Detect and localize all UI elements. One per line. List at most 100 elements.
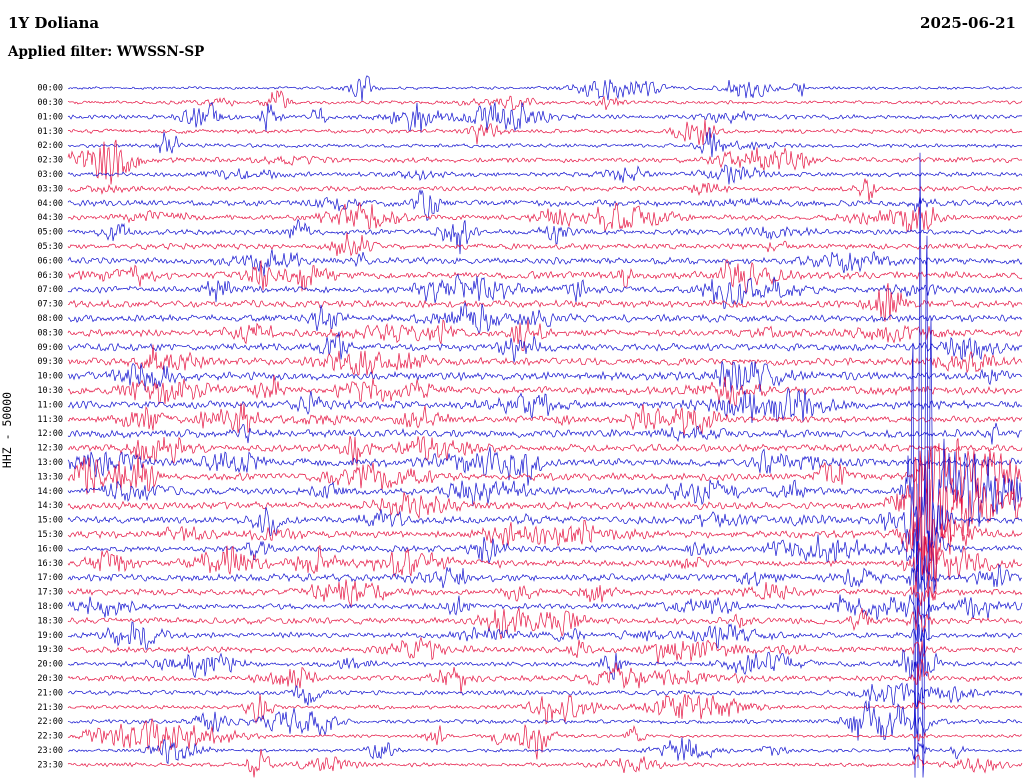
time-tick-label: 14:00 (37, 487, 63, 497)
station-title: 1Y Doliana (8, 14, 100, 32)
time-tick-label: 05:00 (37, 228, 63, 238)
time-tick-label: 23:00 (37, 746, 63, 756)
trace-row-2300 (67, 737, 1023, 765)
trace-row-1300 (67, 446, 1023, 486)
filter-label: Applied filter: WWSSN-SP (8, 44, 205, 60)
time-tick-label: 03:30 (37, 184, 63, 194)
time-tick-label: 13:30 (37, 472, 63, 482)
trace-row-1800 (67, 594, 1023, 624)
time-tick-label: 15:30 (37, 530, 63, 540)
trace-row-1500 (67, 462, 1023, 562)
time-tick-label: 10:30 (37, 386, 63, 396)
trace-row-1700 (67, 563, 1023, 591)
trace-row-1000 (67, 360, 1023, 393)
time-tick-label: 23:30 (37, 760, 63, 770)
trace-row-0600 (67, 249, 1023, 277)
trace-row-1400 (67, 152, 1023, 778)
time-tick-label: 19:30 (37, 645, 63, 655)
trace-row-1630 (67, 535, 1023, 594)
time-tick-label: 06:00 (37, 256, 63, 266)
time-tick-label: 01:00 (37, 112, 63, 122)
time-tick-label: 07:30 (37, 300, 63, 310)
trace-row-1130 (67, 403, 1023, 436)
plot-date: 2025-06-21 (920, 14, 1016, 32)
time-tick-label: 22:30 (37, 732, 63, 742)
time-tick-label: 08:00 (37, 314, 63, 324)
time-tick-label: 17:00 (37, 573, 63, 583)
trace-row-0430 (67, 202, 1023, 233)
time-tick-label: 12:30 (37, 444, 63, 454)
trace-row-1830 (67, 605, 1023, 640)
trace-row-0800 (67, 301, 1023, 335)
trace-row-0200 (67, 127, 1023, 158)
trace-row-0030 (67, 90, 1023, 111)
trace-row-0100 (67, 101, 1023, 133)
trace-row-0900 (67, 331, 1023, 363)
y-axis-label: HHZ - 50000 (0, 392, 14, 468)
time-tick-label: 12:00 (37, 429, 63, 439)
time-tick-label: 05:30 (37, 242, 63, 252)
trace-row-0300 (67, 164, 1023, 185)
time-tick-label: 21:30 (37, 703, 63, 713)
time-tick-label: 20:00 (37, 660, 63, 670)
time-tick-label: 04:30 (37, 213, 63, 223)
time-tick-label: 10:00 (37, 372, 63, 382)
time-tick-label: 01:30 (37, 127, 63, 137)
trace-row-1030 (67, 374, 1023, 406)
trace-row-1430 (67, 450, 1023, 601)
trace-row-1230 (67, 435, 1023, 466)
time-tick-label: 17:30 (37, 588, 63, 598)
time-tick-label: 18:30 (37, 616, 63, 626)
trace-row-2200 (67, 699, 1023, 741)
trace-row-1730 (67, 579, 1023, 608)
trace-row-2130 (67, 693, 1023, 725)
trace-row-2330 (67, 749, 1023, 778)
trace-row-1200 (67, 422, 1023, 445)
time-tick-label: 03:00 (37, 170, 63, 180)
trace-row-1930 (67, 636, 1023, 665)
trace-row-0700 (67, 273, 1023, 309)
time-tick-label: 22:00 (37, 717, 63, 727)
time-tick-label: 09:00 (37, 343, 63, 353)
time-tick-label: 00:30 (37, 98, 63, 108)
time-tick-label: 02:30 (37, 156, 63, 166)
trace-row-0400 (67, 188, 1023, 221)
time-tick-label: 19:00 (37, 631, 63, 641)
trace-row-1530 (67, 496, 1023, 581)
trace-row-0730 (67, 283, 1023, 322)
time-tick-label: 13:00 (37, 458, 63, 468)
time-tick-label: 04:00 (37, 199, 63, 209)
time-tick-label: 11:00 (37, 400, 63, 410)
trace-row-0000 (67, 75, 1023, 102)
time-axis: 00:00 00:30 01:00 01:30 02:00 02:30 03:00 03:30… (37, 84, 63, 771)
trace-row-2230 (67, 718, 1023, 760)
trace-row-0330 (67, 178, 1022, 202)
time-tick-label: 11:30 (37, 415, 63, 425)
trace-row-0830 (67, 319, 1023, 352)
trace-row-0130 (67, 119, 1023, 146)
time-tick-label: 16:30 (37, 559, 63, 569)
time-tick-label: 02:00 (37, 141, 63, 151)
trace-row-0500 (67, 218, 1023, 255)
time-tick-label: 08:30 (37, 328, 63, 338)
time-tick-label: 16:00 (37, 544, 63, 554)
time-tick-label: 21:00 (37, 688, 63, 698)
trace-row-1330 (67, 438, 1023, 536)
trace-row-0530 (67, 232, 1023, 257)
time-tick-label: 09:30 (37, 357, 63, 367)
time-tick-label: 00:00 (37, 84, 63, 94)
trace-row-0230 (67, 139, 1023, 185)
time-tick-label: 06:30 (37, 271, 63, 281)
trace-group (67, 75, 1023, 778)
trace-row-0930 (67, 344, 1023, 376)
trace-row-2030 (67, 658, 1023, 694)
time-tick-label: 20:30 (37, 674, 63, 684)
time-tick-label: 15:00 (37, 516, 63, 526)
trace-row-0630 (67, 259, 1023, 294)
trace-row-2100 (67, 682, 1023, 708)
time-tick-label: 07:00 (37, 285, 63, 295)
trace-row-1100 (67, 388, 1023, 424)
trace-row-1900 (67, 621, 1023, 650)
time-tick-label: 18:00 (37, 602, 63, 612)
